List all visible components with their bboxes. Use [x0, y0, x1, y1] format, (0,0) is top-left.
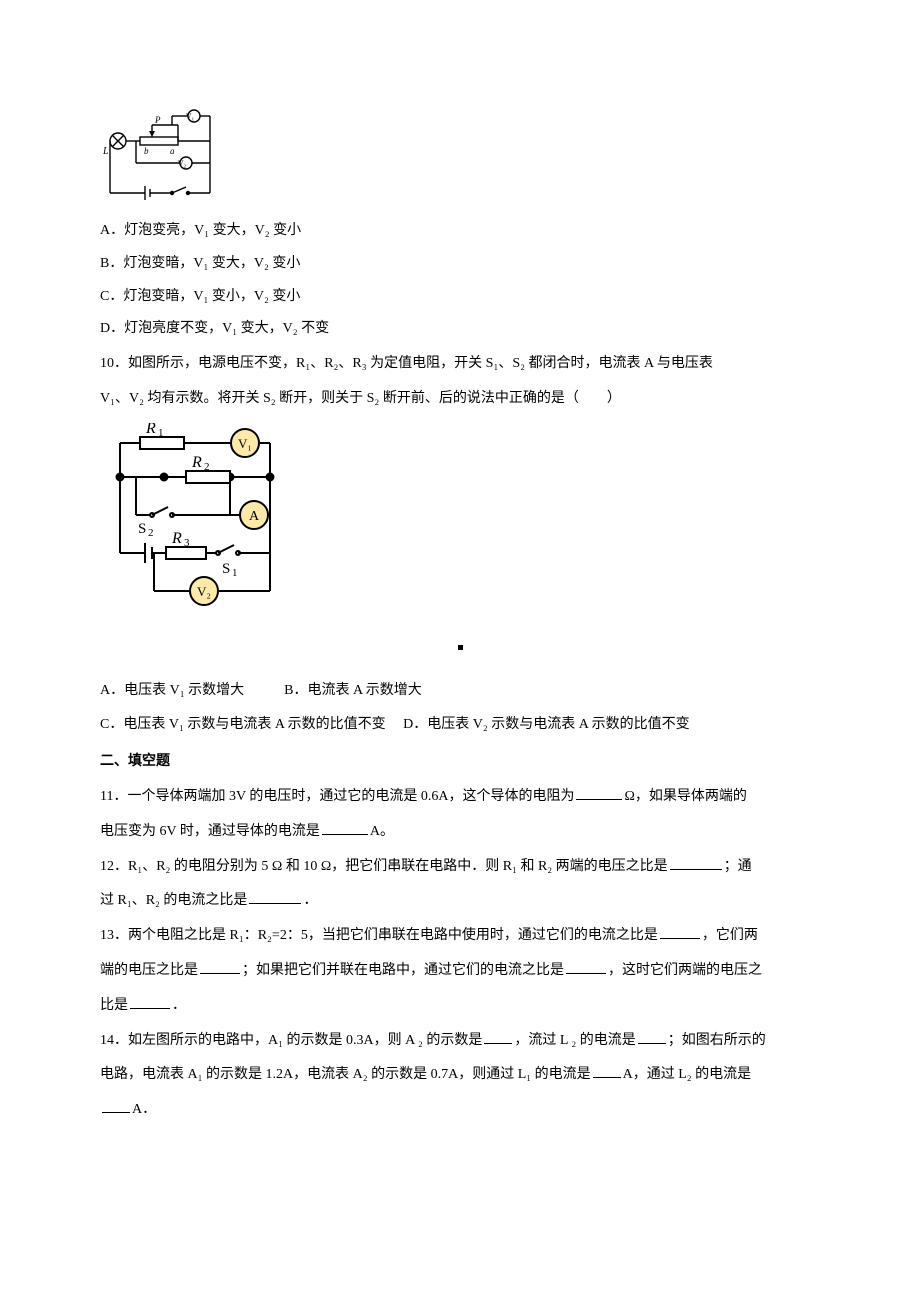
svg-text:b: b	[144, 146, 149, 156]
q11-blank1	[576, 786, 622, 800]
svg-text:R: R	[145, 423, 156, 437]
svg-text:2: 2	[204, 461, 210, 473]
q9-option-d: D．灯泡亮度不变，V₁ 变大，V₂ 不变	[100, 314, 820, 345]
separator-dot	[100, 635, 820, 666]
q10-option-b: B．电流表 A 示数增大	[284, 676, 422, 707]
q14-blank2	[638, 1030, 666, 1044]
q14-blank3	[593, 1064, 621, 1078]
svg-text:S: S	[138, 521, 146, 537]
svg-text:V₂: V₂	[197, 584, 211, 599]
q9-option-a: A．灯泡变亮，V₁ 变大，V₂ 变小	[100, 216, 820, 247]
q13-blank4	[130, 995, 170, 1009]
q14-blank4	[102, 1099, 130, 1113]
svg-text:P: P	[154, 115, 161, 125]
q12-line1: 12．R₁、R₂ 的电阻分别为 5 Ω 和 10 Ω，把它们串联在电路中．则 R…	[100, 852, 820, 883]
q10-option-a: A．电压表 V₁ 示数增大	[100, 676, 244, 707]
q10-option-d: D．电压表 V₂ 示数与电流表 A 示数的比值不变	[403, 717, 689, 732]
q9-option-b: B．灯泡变暗，V₁ 变大，V₂ 变小	[100, 249, 820, 280]
svg-text:L: L	[102, 146, 109, 157]
q9-circuit-diagram: L P b a V₁ V₂	[100, 108, 820, 204]
q10-stem-line2: V₁、V₂ 均有示数。将开关 S₂ 断开，则关于 S₂ 断开前、后的说法中正确的…	[100, 384, 820, 415]
q13-line3: 比是．	[100, 991, 820, 1022]
svg-text:V₁: V₁	[238, 436, 252, 451]
q13-line2: 端的电压之比是；如果把它们并联在电路中，通过它们的电流之比是，这时它们两端的电压…	[100, 956, 820, 987]
svg-text:a: a	[170, 146, 175, 156]
svg-text:1: 1	[158, 427, 164, 439]
q9-option-c: C．灯泡变暗，V₁ 变小，V₂ 变小	[100, 282, 820, 313]
q14-line3: A．	[100, 1095, 820, 1126]
svg-text:R: R	[191, 454, 202, 471]
svg-text:V₂: V₂	[178, 159, 187, 168]
svg-text:3: 3	[184, 537, 190, 549]
svg-text:2: 2	[148, 527, 154, 539]
svg-text:A: A	[249, 509, 260, 524]
svg-text:V₁: V₁	[186, 112, 195, 121]
q13-blank3	[566, 960, 606, 974]
q12-line2: 过 R₁、R₂ 的电流之比是．	[100, 886, 820, 917]
q13-blank2	[200, 960, 240, 974]
q11-line2: 电压变为 6V 时，通过导体的电流是A。	[100, 817, 820, 848]
q13-line1: 13．两个电阻之比是 R₁：R₂=2：5，当把它们串联在电路中使用时，通过它们的…	[100, 921, 820, 952]
q10-option-c: C．电压表 V₁ 示数与电流表 A 示数的比值不变	[100, 717, 386, 732]
svg-text:R: R	[171, 530, 182, 547]
q14-blank1	[484, 1030, 512, 1044]
q13-blank1	[660, 925, 700, 939]
q10-circuit-diagram: R1 R2 R3 S2 S1 V₁ V₂ A	[100, 423, 820, 623]
q11-blank2	[322, 821, 368, 835]
q12-blank1	[670, 856, 722, 870]
q14-line2: 电路，电流表 A₁ 的示数是 1.2A，电流表 A₂ 的示数是 0.7A，则通过…	[100, 1060, 820, 1091]
q10-stem-line1: 10．如图所示，电源电压不变，R₁、R₂、R₃ 为定值电阻，开关 S₁、S₂ 都…	[100, 349, 820, 380]
q14-line1: 14．如左图所示的电路中，A₁ 的示数是 0.3A，则 A ₂ 的示数是，流过 …	[100, 1026, 820, 1057]
svg-text:1: 1	[232, 567, 238, 579]
q12-blank2	[249, 890, 301, 904]
q11-line1: 11．一个导体两端加 3V 的电压时，通过它的电流是 0.6A，这个导体的电阻为…	[100, 782, 820, 813]
svg-text:S: S	[222, 561, 230, 577]
section-2-header: 二、填空题	[100, 747, 820, 778]
